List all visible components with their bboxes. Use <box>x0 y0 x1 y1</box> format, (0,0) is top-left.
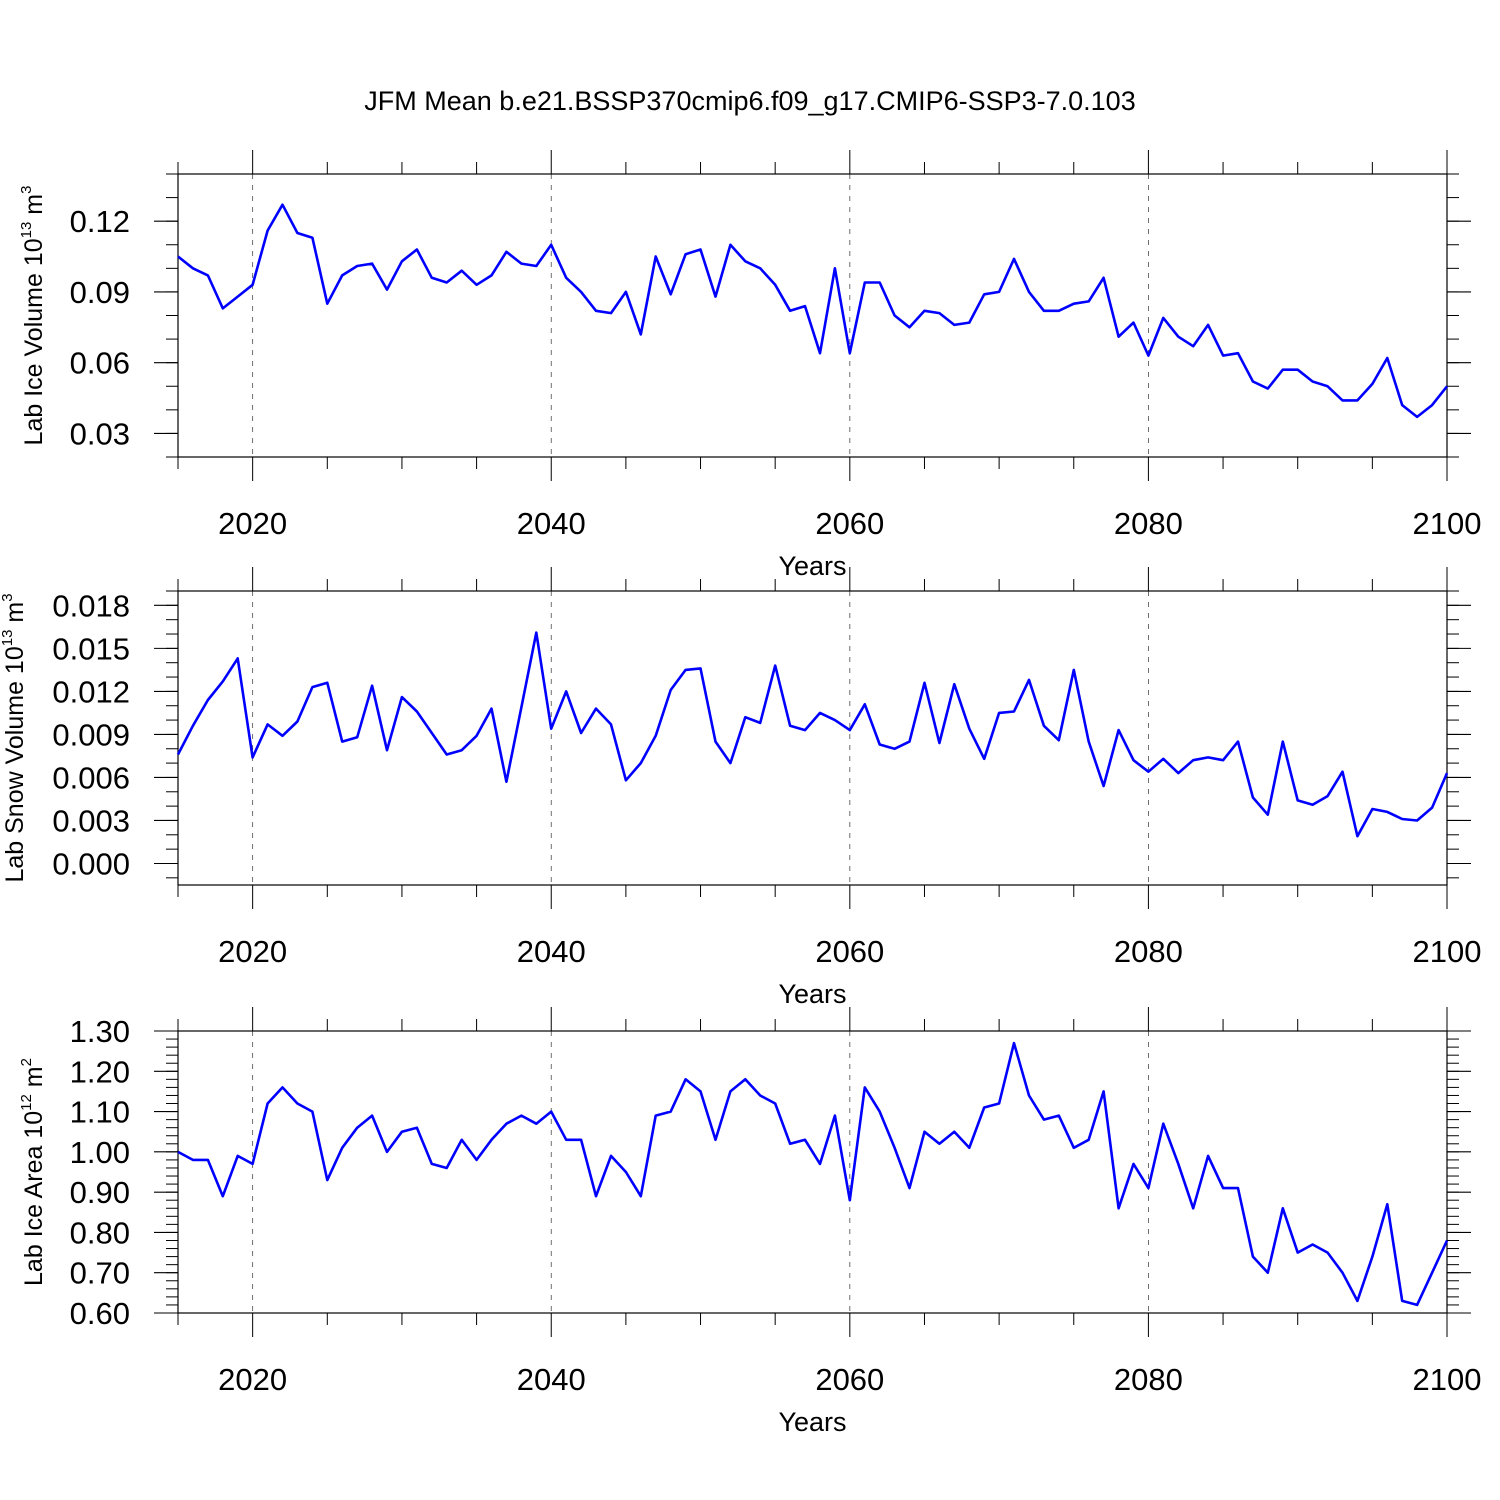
y-tick-label: 0.06 <box>70 346 130 381</box>
x-tick-label: 2060 <box>815 506 884 541</box>
x-tick-label: 2040 <box>517 1362 586 1397</box>
y-tick-label: 0.018 <box>52 588 130 623</box>
x-tick-label: 2080 <box>1114 934 1183 969</box>
y-axis-title-exponent: 13 <box>0 630 16 647</box>
y-tick-label: 0.60 <box>70 1296 130 1331</box>
y-axis-title-unit-exponent: 3 <box>18 186 35 194</box>
y-axis-title-unit: m <box>1 602 29 630</box>
series-line <box>176 631 1449 838</box>
chart-panel-2: 2020 2040 2060 2080 2100 0.000 0.003 0.006 0.009… <box>0 567 1481 1009</box>
y-axis-title-exponent: 12 <box>18 1094 35 1111</box>
y-axis-title: Lab Snow Volume 1013 m3 <box>0 593 29 882</box>
x-tick-label: 2080 <box>1114 1362 1183 1397</box>
x-tick-label: 2060 <box>815 1362 884 1397</box>
y-tick-label: 0.009 <box>52 717 130 752</box>
x-tick-label: 2020 <box>218 506 287 541</box>
y-axis-title-text: Lab Ice Volume 10 <box>20 238 48 445</box>
y-tick-label: 0.80 <box>70 1215 130 1250</box>
y-axis-title-text: Lab Snow Volume 10 <box>1 646 29 882</box>
y-tick-label: 0.015 <box>52 631 130 666</box>
x-axis-title: Years <box>778 979 846 1009</box>
y-tick-label: 0.000 <box>52 846 130 881</box>
y-axis-title: Lab Ice Volume 1013 m3 <box>18 186 48 446</box>
chart-panel-1: 2020 2040 2060 2080 2100 0.03 0.06 0.09 0.12 Year… <box>18 150 1481 581</box>
x-tick-label: 2040 <box>517 506 586 541</box>
plot-frame <box>177 590 1448 886</box>
plot-frame <box>177 1030 1448 1314</box>
y-axis-title: Lab Ice Area 1012 m2 <box>18 1058 48 1286</box>
y-tick-label: 1.30 <box>70 1014 130 1049</box>
y-tick-label: 0.70 <box>70 1256 130 1291</box>
y-tick-label: 0.90 <box>70 1175 130 1210</box>
y-tick-label: 0.006 <box>52 760 130 795</box>
y-tick-label: 1.10 <box>70 1095 130 1130</box>
y-axis-title-unit-exponent: 2 <box>18 1058 35 1066</box>
x-axis-title: Years <box>778 551 846 581</box>
y-tick-label: 1.20 <box>70 1054 130 1089</box>
x-tick-label: 2100 <box>1413 934 1482 969</box>
y-tick-label: 0.09 <box>70 275 130 310</box>
x-tick-label: 2100 <box>1413 1362 1482 1397</box>
x-tick-label: 2080 <box>1114 506 1183 541</box>
y-axis-title-unit: m <box>20 194 48 222</box>
x-axis-title: Years <box>778 1407 846 1437</box>
series-line <box>177 203 1449 419</box>
chart-panel-3: 2020 2040 2060 2080 2100 0.60 0.70 0.80 0.90 1.00… <box>18 1007 1481 1437</box>
y-tick-label: 0.03 <box>70 416 130 451</box>
x-tick-label: 2040 <box>517 934 586 969</box>
x-tick-label: 2060 <box>815 934 884 969</box>
y-axis-title-exponent: 13 <box>18 222 35 239</box>
y-axis-title-unit-exponent: 3 <box>0 593 16 601</box>
y-axis-title-unit: m <box>20 1066 48 1094</box>
y-tick-label: 0.012 <box>52 674 130 709</box>
x-tick-label: 2020 <box>218 1362 287 1397</box>
series-line <box>177 1041 1449 1307</box>
x-tick-label: 2020 <box>218 934 287 969</box>
y-tick-label: 0.003 <box>52 803 130 838</box>
y-tick-label: 0.12 <box>70 204 130 239</box>
y-tick-label: 1.00 <box>70 1135 130 1170</box>
chart-title: JFM Mean b.e21.BSSP370cmip6.f09_g17.CMIP… <box>364 86 1135 116</box>
x-tick-label: 2100 <box>1413 506 1482 541</box>
y-axis-title-text: Lab Ice Area 10 <box>20 1111 48 1286</box>
